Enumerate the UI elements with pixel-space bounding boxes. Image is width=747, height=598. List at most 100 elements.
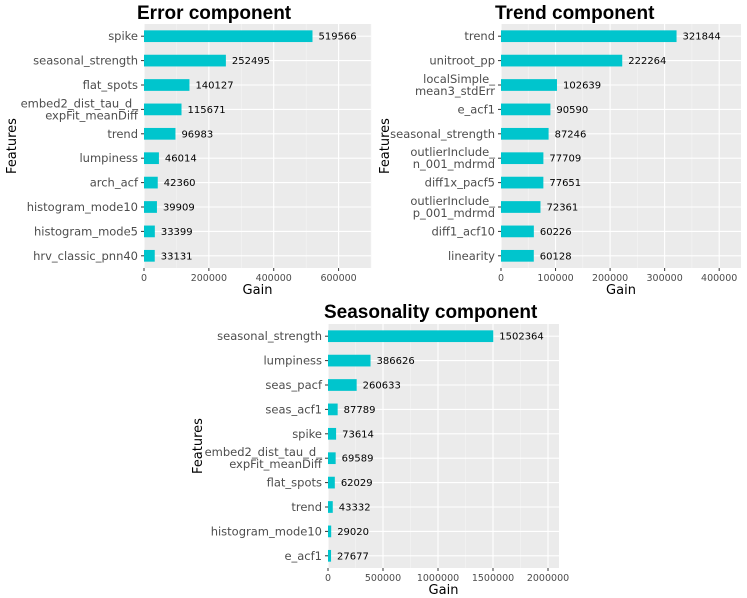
bar bbox=[501, 201, 541, 213]
y-axis-title: Features bbox=[5, 118, 20, 174]
bar bbox=[328, 403, 338, 416]
category-label: histogram_mode10 bbox=[211, 524, 322, 538]
bar-value-label: 90590 bbox=[556, 105, 588, 116]
x-tick-label: 600000 bbox=[320, 273, 356, 284]
chart-title: Error component bbox=[137, 3, 292, 24]
x-axis-title: Gain bbox=[429, 583, 459, 598]
bar-value-label: 46014 bbox=[165, 154, 197, 165]
category-label: hrv_classic_pnn40 bbox=[33, 249, 138, 263]
category-label: lumpiness bbox=[79, 151, 138, 165]
x-tick-label: 500000 bbox=[365, 573, 401, 584]
category-label: seasonal_strength bbox=[390, 127, 495, 141]
x-tick-label: 200000 bbox=[191, 273, 227, 284]
category-label-line: embed2_dist_tau_d_ bbox=[21, 96, 139, 110]
bar bbox=[144, 79, 190, 91]
x-tick-label: 2000000 bbox=[527, 573, 569, 584]
bar-value-label: 140127 bbox=[195, 81, 233, 92]
bar-value-label: 321844 bbox=[683, 32, 721, 43]
x-tick-label: 1500000 bbox=[472, 573, 514, 584]
bar-value-label: 27677 bbox=[337, 551, 369, 562]
bar-value-label: 1502364 bbox=[499, 332, 544, 343]
x-axis-title: Gain bbox=[606, 283, 636, 298]
bar bbox=[144, 103, 182, 116]
bar-value-label: 60226 bbox=[540, 227, 572, 238]
category-label: seasonal_strength bbox=[217, 329, 322, 343]
category-label-line: expFit_meanDiff bbox=[45, 108, 139, 122]
bar-value-label: 60128 bbox=[540, 251, 572, 262]
category-label: flat_spots bbox=[83, 78, 138, 92]
bar-value-label: 260633 bbox=[363, 381, 401, 392]
category-label-line: outlierInclude_ bbox=[410, 145, 495, 159]
bar bbox=[328, 549, 332, 562]
category-label-line: mean3_stdErr bbox=[415, 84, 495, 98]
x-tick-label: 100000 bbox=[537, 273, 573, 284]
panel-3: 0 500000 1000000 1500000 2000000 1502364 seaso… bbox=[191, 302, 569, 598]
x-tick-label: 0 bbox=[141, 273, 147, 284]
x-tick-label: 300000 bbox=[647, 273, 683, 284]
bar bbox=[501, 54, 623, 67]
bar-value-label: 62029 bbox=[341, 478, 373, 489]
chart-title: Seasonality component bbox=[324, 302, 538, 323]
y-axis-title: Features bbox=[378, 118, 393, 174]
bar bbox=[501, 103, 551, 116]
bar-value-label: 43332 bbox=[339, 503, 371, 514]
category-label: histogram_mode10 bbox=[27, 200, 138, 214]
category-label-line: outlierInclude_ bbox=[410, 194, 495, 208]
category-label-line: localSimple_ bbox=[423, 72, 495, 86]
category-label: e_acf1 bbox=[457, 102, 495, 116]
bar-value-label: 39909 bbox=[163, 203, 195, 214]
x-tick-label: 0 bbox=[325, 573, 331, 584]
bar-value-label: 222264 bbox=[628, 56, 666, 67]
bar bbox=[144, 201, 157, 213]
bar bbox=[328, 354, 371, 367]
x-tick-label: 400000 bbox=[256, 273, 292, 284]
bar bbox=[501, 30, 677, 43]
bar-value-label: 29020 bbox=[337, 527, 369, 538]
bar bbox=[501, 152, 544, 165]
bar bbox=[144, 225, 155, 238]
category-label: embed2_dist_tau_d_ expFit_meanDiff bbox=[205, 445, 323, 471]
category-label: e_acf1 bbox=[284, 549, 322, 563]
x-tick-label: 400000 bbox=[701, 273, 737, 284]
bar bbox=[501, 225, 534, 238]
bar-value-label: 87246 bbox=[555, 129, 587, 140]
bar-value-label: 386626 bbox=[377, 356, 415, 367]
category-label: diff1x_pacf5 bbox=[425, 176, 495, 190]
bar-value-label: 42360 bbox=[164, 178, 196, 189]
bar bbox=[501, 176, 544, 189]
bar bbox=[328, 427, 337, 440]
category-label-line: p_001_mdrmd bbox=[413, 206, 495, 220]
category-label: spike bbox=[292, 427, 322, 441]
category-label: diff1_acf10 bbox=[431, 224, 495, 238]
bar-value-label: 96983 bbox=[181, 129, 213, 140]
category-label: trend bbox=[291, 500, 322, 514]
bar bbox=[501, 249, 534, 262]
category-label: embed2_dist_tau_d_ expFit_meanDiff bbox=[21, 96, 139, 122]
bar bbox=[328, 501, 333, 513]
panel-1: 0 200000 400000 600000 519566 spike 252495 seas… bbox=[5, 3, 372, 298]
x-tick-label: 1000000 bbox=[417, 573, 459, 584]
bar bbox=[328, 452, 336, 465]
category-label: outlierInclude_ p_001_mdrmd bbox=[410, 194, 495, 220]
bar bbox=[144, 152, 159, 165]
bar bbox=[328, 330, 494, 343]
bar bbox=[328, 476, 335, 489]
bar-value-label: 33131 bbox=[161, 251, 193, 262]
category-label: seasonal_strength bbox=[33, 54, 138, 68]
category-label: histogram_mode5 bbox=[34, 224, 138, 238]
category-label: flat_spots bbox=[267, 476, 322, 490]
bar bbox=[144, 176, 158, 189]
category-label: outlierInclude_ n_001_mdrmd bbox=[410, 145, 495, 171]
bar bbox=[144, 54, 226, 67]
bar-value-label: 115671 bbox=[188, 105, 226, 116]
category-label: linearity bbox=[448, 249, 495, 263]
category-label: unitroot_pp bbox=[429, 54, 495, 68]
x-tick-label: 200000 bbox=[592, 273, 628, 284]
bar-value-label: 252495 bbox=[232, 56, 270, 67]
category-label: spike bbox=[108, 29, 138, 43]
x-tick-label: 0 bbox=[498, 273, 504, 284]
bar-value-label: 73614 bbox=[342, 429, 374, 440]
category-label: arch_acf bbox=[90, 176, 139, 190]
category-label-line: expFit_meanDiff bbox=[229, 457, 323, 471]
